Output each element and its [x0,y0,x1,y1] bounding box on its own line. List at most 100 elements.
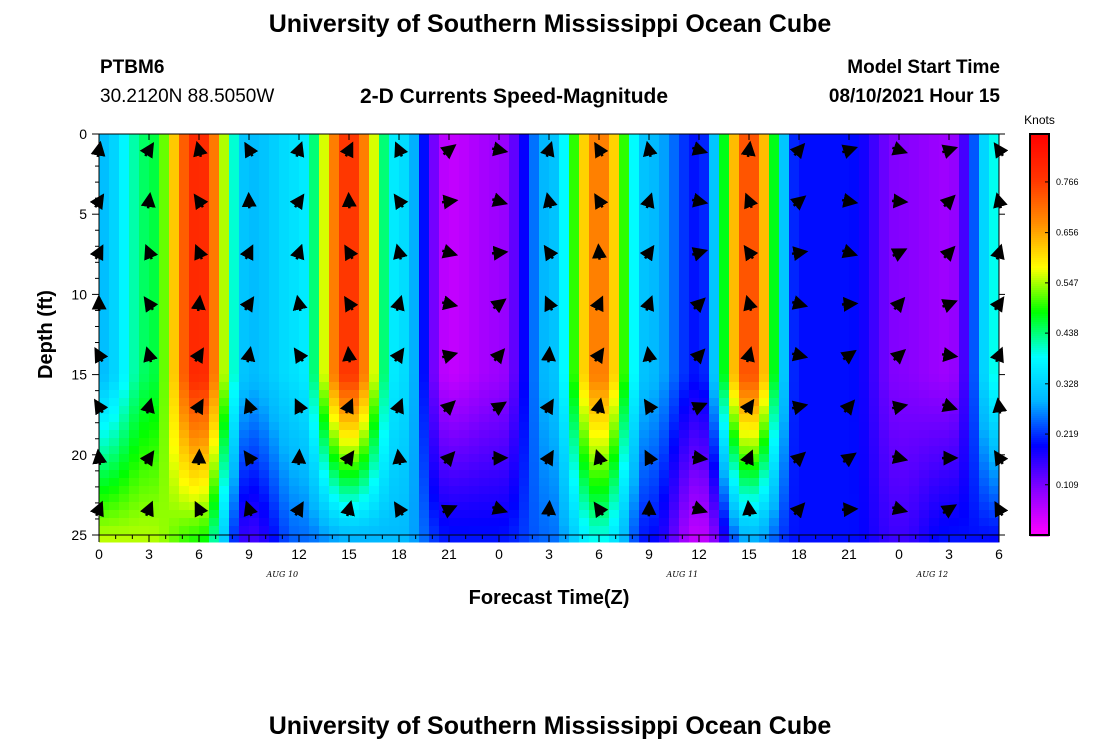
speed-cell [99,534,110,543]
speed-cell [849,190,860,199]
speed-cell [99,206,110,215]
speed-cell [529,414,540,423]
speed-cell [169,462,180,471]
speed-cell [649,534,660,543]
speed-cell [889,462,900,471]
speed-cell [839,478,850,487]
speed-cell [929,398,940,407]
speed-cell [409,510,420,519]
speed-cell [829,294,840,303]
speed-cell [429,446,440,455]
speed-cell [849,134,860,143]
speed-cell [499,358,510,367]
speed-cell [459,470,470,479]
speed-cell [939,262,950,271]
speed-cell [229,478,240,487]
current-vector-arrow [190,294,206,312]
speed-cell [509,398,520,407]
speed-cell [679,398,690,407]
speed-cell [359,534,370,543]
speed-cell [229,486,240,495]
speed-cell [379,294,390,303]
speed-cell [379,214,390,223]
speed-cell [819,510,830,519]
speed-cell [989,342,1000,351]
speed-cell [379,158,390,167]
colorbar-swatch [1030,352,1049,355]
colorbar-swatch [1030,198,1049,201]
speed-cell [759,254,770,263]
speed-cell [739,334,750,343]
speed-cell [739,446,750,455]
speed-cell [969,142,980,151]
speed-cell [949,534,960,543]
speed-cell [209,502,220,511]
speed-cell [739,270,750,279]
speed-cell [439,430,450,439]
speed-cell [609,254,620,263]
speed-cell [819,430,830,439]
speed-cell [459,326,470,335]
speed-cell [179,526,190,535]
speed-cell [209,326,220,335]
speed-cell [859,526,870,535]
speed-cell [619,222,630,231]
speed-cell [169,142,180,151]
speed-cell [419,350,430,359]
speed-cell [459,398,470,407]
speed-cell [759,406,770,415]
speed-cell [149,198,160,207]
speed-cell [219,302,230,311]
speed-cell [929,286,940,295]
speed-cell [249,526,260,535]
speed-cell [389,294,400,303]
speed-cell [709,206,720,215]
speed-cell [349,382,360,391]
speed-cell [299,486,310,495]
speed-cell [309,206,320,215]
speed-cell [579,174,590,183]
speed-cell [429,478,440,487]
speed-cell [729,334,740,343]
speed-cell [489,342,500,351]
speed-cell [669,406,680,415]
speed-cell [869,398,880,407]
speed-cell [409,166,420,175]
speed-cell [979,366,990,375]
current-vector-arrow [292,294,308,312]
speed-cell [779,478,790,487]
speed-cell [709,222,720,231]
speed-cell [459,206,470,215]
current-vector-arrow [441,194,459,210]
speed-cell [639,534,650,543]
speed-cell [829,254,840,263]
speed-cell [809,302,820,311]
speed-cell [399,502,410,511]
speed-cell [99,310,110,319]
speed-cell [319,470,330,479]
speed-cell [709,510,720,519]
speed-cell [199,166,210,175]
speed-cell [839,230,850,239]
speed-cell [909,270,920,279]
speed-cell [259,486,270,495]
current-vector-arrow [744,192,759,210]
speed-cell [439,414,450,423]
speed-cell [829,166,840,175]
speed-cell [549,414,560,423]
speed-cell [269,390,280,399]
speed-cell [469,398,480,407]
speed-cell [929,238,940,247]
speed-cell [479,150,490,159]
speed-cell [569,518,580,527]
speed-cell [669,150,680,159]
speed-cell [409,374,420,383]
speed-cell [579,286,590,295]
speed-cell [259,406,270,415]
speed-cell [749,262,760,271]
speed-cell [529,294,540,303]
speed-cell [799,526,810,535]
speed-cell [719,350,730,359]
speed-cell [529,190,540,199]
speed-cell [749,270,760,279]
